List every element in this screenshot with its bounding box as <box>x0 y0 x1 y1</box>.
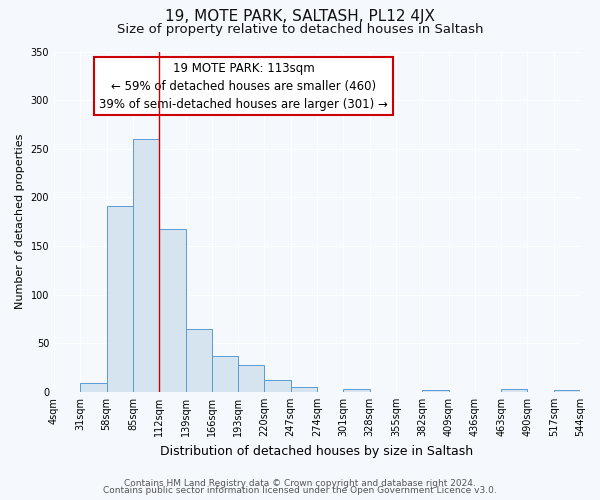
Text: Size of property relative to detached houses in Saltash: Size of property relative to detached ho… <box>117 22 483 36</box>
Bar <box>554 390 580 392</box>
Bar <box>80 383 107 392</box>
Bar <box>133 139 159 392</box>
Text: 19 MOTE PARK: 113sqm
← 59% of detached houses are smaller (460)
39% of semi-deta: 19 MOTE PARK: 113sqm ← 59% of detached h… <box>99 62 388 110</box>
Bar <box>212 356 238 392</box>
Text: Contains HM Land Registry data © Crown copyright and database right 2024.: Contains HM Land Registry data © Crown c… <box>124 478 476 488</box>
Text: Contains public sector information licensed under the Open Government Licence v3: Contains public sector information licen… <box>103 486 497 495</box>
Bar <box>343 389 370 392</box>
Y-axis label: Number of detached properties: Number of detached properties <box>15 134 25 310</box>
Bar <box>159 228 185 392</box>
Bar <box>501 389 527 392</box>
Text: 19, MOTE PARK, SALTASH, PL12 4JX: 19, MOTE PARK, SALTASH, PL12 4JX <box>165 9 435 24</box>
X-axis label: Distribution of detached houses by size in Saltash: Distribution of detached houses by size … <box>160 444 473 458</box>
Bar <box>107 206 133 392</box>
Bar <box>265 380 291 392</box>
Bar <box>185 328 212 392</box>
Bar <box>422 390 449 392</box>
Bar <box>291 387 317 392</box>
Bar <box>238 364 265 392</box>
